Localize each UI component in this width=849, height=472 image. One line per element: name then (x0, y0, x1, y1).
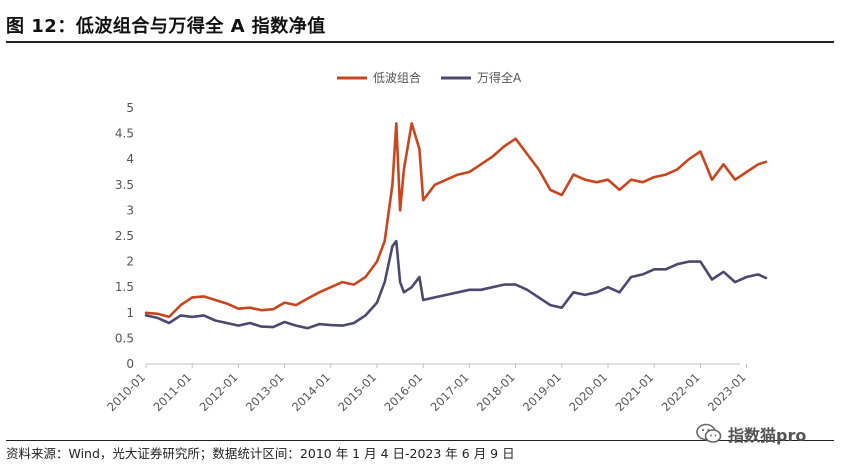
watermark: 指数猫pro (696, 422, 806, 446)
x-tick-label: 2021-01 (612, 370, 656, 414)
y-tick-label: 0.5 (115, 331, 134, 345)
y-tick-label: 2.5 (115, 229, 134, 243)
x-tick-label: 2022-01 (659, 370, 703, 414)
y-tick-label: 3 (126, 203, 134, 217)
x-axis: 2010-01 2011-01 2012-01 2013-01 2014-01 2015-… (104, 363, 749, 414)
figure-title: 图 12：低波组合与万得全 A 指数净值 (6, 16, 326, 37)
x-tick-label: 2017-01 (428, 370, 472, 414)
x-tick-label: 2023-01 (705, 370, 749, 414)
x-tick-label: 2011-01 (150, 370, 194, 414)
watermark-text: 指数猫pro (728, 426, 807, 445)
x-tick-label: 2010-01 (104, 370, 148, 414)
x-tick-label: 2015-01 (335, 370, 379, 414)
y-tick-label: 4 (126, 152, 134, 166)
footer-divider (6, 440, 834, 441)
series-line-1 (144, 239, 768, 330)
x-tick-label: 2019-01 (520, 370, 564, 414)
y-tick-label: 1 (126, 306, 134, 320)
legend-label-1: 万得全A (477, 70, 522, 85)
x-tick-label: 2014-01 (289, 370, 333, 414)
y-tick-label: 1.5 (115, 280, 134, 294)
y-tick-label: 5 (126, 101, 134, 115)
series-line-0 (144, 122, 768, 319)
legend-label-0: 低波组合 (373, 70, 421, 85)
y-tick-label: 3.5 (115, 178, 134, 192)
chart-lines (144, 122, 768, 330)
x-tick-label: 2013-01 (243, 370, 287, 414)
wechat-icon (696, 423, 722, 443)
title-divider (6, 41, 834, 43)
source-note: 资料来源：Wind，光大证券研究所；数据统计区间：2010 年 1 月 4 日-… (6, 446, 515, 461)
x-tick-label: 2018-01 (474, 370, 518, 414)
x-tick-label: 2020-01 (566, 370, 610, 414)
y-tick-label: 2 (126, 255, 134, 269)
x-tick-label: 2016-01 (381, 370, 425, 414)
y-tick-label: 0 (126, 357, 134, 371)
y-tick-label: 4.5 (115, 127, 134, 141)
x-tick-label: 2012-01 (197, 370, 241, 414)
chart-legend: 低波组合 万得全A (337, 70, 522, 85)
y-axis: 0 0.5 1 1.5 2 2.5 3 3.5 4 4.5 5 (115, 101, 134, 371)
